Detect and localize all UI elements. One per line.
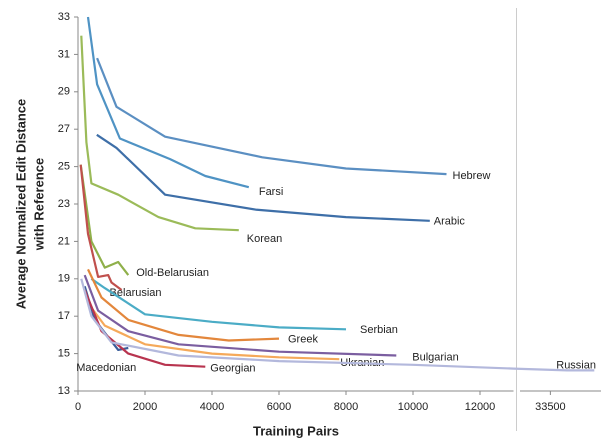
y-tick-label: 25 [58, 161, 70, 173]
y-tick-label: 27 [58, 123, 70, 135]
x-tick-label: 10000 [398, 401, 429, 413]
y-tick-label: 13 [58, 385, 70, 397]
y-tick-label: 33 [58, 11, 70, 23]
x-tick-label: 6000 [267, 401, 291, 413]
x-tick-label: 0 [75, 401, 81, 413]
series-line [79, 164, 123, 291]
x-tick-label: 12000 [465, 401, 496, 413]
series-line [96, 133, 430, 222]
x-axis-title: Training Pairs [253, 423, 339, 438]
y-tick-label: 15 [58, 348, 70, 360]
series-line [90, 277, 347, 331]
y-tick-label: 21 [58, 235, 70, 247]
series-line [87, 302, 340, 361]
series-label: Bulgarian [412, 351, 458, 363]
series-label: Arabic [434, 216, 466, 228]
series-line [86, 16, 250, 189]
series-label: Serbian [360, 324, 398, 336]
series-line [83, 274, 397, 357]
y-tick-label: 31 [58, 48, 70, 60]
series-line [87, 268, 280, 342]
y-tick-label: 23 [58, 198, 70, 210]
y-axis-title: Average Normalized Edit Distance [13, 99, 28, 309]
series-label: Hebrew [453, 170, 491, 182]
series-label: Korean [247, 233, 282, 245]
series-line [80, 278, 595, 372]
series-line [79, 164, 130, 276]
series-label: Georgian [210, 363, 255, 375]
x-tick-label: 2000 [133, 401, 157, 413]
y-tick-label: 19 [58, 273, 70, 285]
series-label: Macedonian [76, 362, 136, 374]
y-tick-label: 29 [58, 86, 70, 98]
series-line [83, 289, 206, 368]
y-axis-title: with Reference [31, 158, 46, 251]
series-label: Russian [556, 359, 596, 371]
x-tick-label: 33500 [535, 401, 566, 413]
y-tick-label: 17 [58, 310, 70, 322]
series-line [96, 57, 447, 176]
series-label: Greek [288, 334, 318, 346]
series-line [80, 35, 239, 232]
x-tick-label: 8000 [334, 401, 358, 413]
x-tick-label: 4000 [200, 401, 224, 413]
series-label: Belarusian [110, 287, 162, 299]
series-label: Old-Belarusian [136, 267, 209, 279]
series-label: Farsi [259, 186, 283, 198]
